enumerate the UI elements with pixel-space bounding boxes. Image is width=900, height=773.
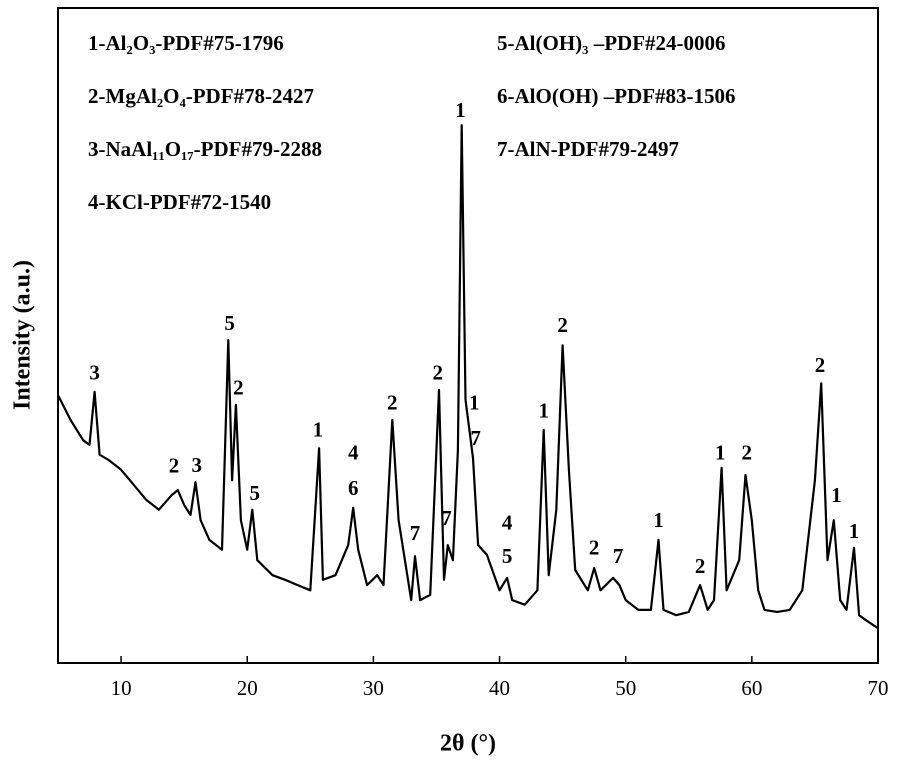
legend-entry: 6-AlO(OH) –PDF#83-1506	[497, 84, 736, 108]
legend-entry: 4-KCl-PDF#72-1540	[88, 190, 271, 214]
peak-label: 1	[849, 519, 860, 543]
peak-label: 1	[313, 418, 324, 442]
peak-label: 7	[613, 544, 624, 568]
x-tick-label: 40	[489, 676, 510, 700]
peak-label: 2	[557, 313, 568, 337]
peak-label: 2	[169, 454, 180, 478]
peak-label: 6	[348, 476, 359, 500]
x-tick-label: 30	[363, 676, 384, 700]
plot-frame	[57, 7, 879, 664]
peak-label: 4	[502, 511, 513, 535]
peak-label: 1	[455, 98, 466, 122]
y-axis-label: Intensity (a.u.)	[10, 260, 36, 410]
x-tick-label: 20	[237, 676, 258, 700]
peak-label: 2	[695, 554, 706, 578]
legend-entry: 2-MgAl₂O₄-PDF#78-2427	[88, 84, 314, 108]
peak-label: 1	[715, 441, 726, 465]
peak-label: 1	[538, 399, 549, 423]
legend-entry: 1-Al₂O₃-PDF#75-1796	[88, 31, 284, 55]
legend-entry: 7-AlN-PDF#79-2497	[497, 137, 679, 161]
peak-label: 7	[441, 506, 452, 530]
peak-label: 5	[224, 311, 235, 335]
peak-label: 2	[815, 353, 826, 377]
peak-label: 2	[742, 441, 753, 465]
x-tick-label: 70	[868, 676, 889, 700]
peak-label: 1	[653, 508, 664, 532]
x-tick-label: 10	[111, 676, 132, 700]
peak-label: 5	[250, 481, 261, 505]
legend-entry: 5-Al(OH)₃ –PDF#24-0006	[497, 31, 726, 55]
peak-label: 1	[469, 391, 480, 415]
peak-label: 7	[470, 426, 481, 450]
peak-label: 2	[589, 535, 600, 559]
peak-label: 5	[502, 544, 513, 568]
peak-label: 3	[192, 453, 203, 477]
x-axis-label: 2θ (°)	[440, 731, 496, 757]
peak-label: 3	[89, 361, 100, 385]
peak-label: 2	[233, 376, 244, 400]
x-tick-label: 60	[741, 676, 762, 700]
peak-label: 2	[432, 361, 443, 385]
peak-label: 4	[348, 441, 359, 465]
peak-label: 2	[387, 391, 398, 415]
peak-label: 7	[410, 521, 421, 545]
xrd-line	[57, 124, 879, 630]
x-tick-label: 50	[615, 676, 636, 700]
peak-label: 1	[831, 483, 842, 507]
legend-entry: 3-NaAl₁₁O₁₇-PDF#79-2288	[88, 137, 322, 161]
